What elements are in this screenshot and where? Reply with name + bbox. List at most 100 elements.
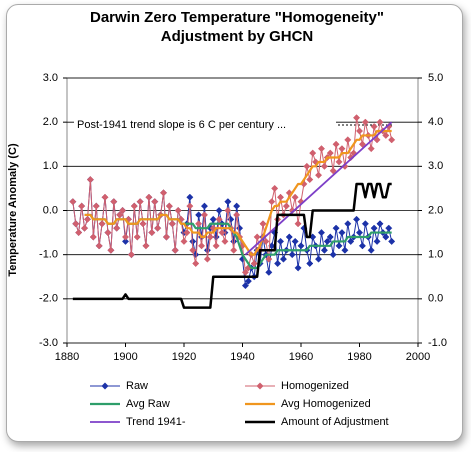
series-line bbox=[84, 129, 392, 256]
data-point bbox=[83, 215, 92, 223]
series-3 bbox=[84, 129, 392, 256]
data-point bbox=[215, 206, 223, 215]
data-point bbox=[291, 237, 299, 245]
x-tick-label: 1940 bbox=[230, 351, 254, 363]
y-tick-label: 1.0 bbox=[43, 160, 58, 172]
data-point bbox=[329, 167, 337, 175]
series-line bbox=[72, 182, 392, 309]
series-0 bbox=[69, 176, 396, 290]
data-point bbox=[168, 220, 176, 228]
data-point bbox=[355, 229, 364, 237]
x-tick-label: 1880 bbox=[55, 351, 79, 363]
data-point bbox=[376, 220, 384, 228]
data-point bbox=[382, 131, 390, 139]
data-point bbox=[317, 145, 326, 153]
data-point bbox=[332, 224, 340, 232]
data-point bbox=[276, 193, 285, 201]
data-point bbox=[121, 233, 130, 241]
data-point bbox=[183, 229, 191, 237]
data-point bbox=[186, 193, 194, 201]
data-point bbox=[370, 123, 378, 131]
data-point bbox=[285, 233, 293, 241]
data-point bbox=[107, 246, 115, 254]
data-point bbox=[329, 251, 337, 259]
data-point bbox=[341, 162, 349, 170]
data-point bbox=[75, 229, 83, 237]
data-point bbox=[121, 237, 130, 245]
data-point bbox=[262, 237, 270, 245]
y-tick-label: -2.0 bbox=[39, 293, 58, 305]
data-point bbox=[332, 140, 340, 148]
data-point bbox=[154, 224, 162, 232]
series-5 bbox=[72, 182, 392, 309]
data-point bbox=[133, 233, 141, 241]
data-point bbox=[241, 282, 249, 290]
data-point bbox=[195, 211, 203, 219]
data-point bbox=[271, 184, 279, 192]
data-point bbox=[367, 246, 375, 254]
annotation-bg bbox=[74, 117, 336, 133]
data-point bbox=[236, 224, 244, 232]
data-point bbox=[344, 220, 352, 228]
legend-label: Raw bbox=[126, 380, 148, 392]
y-tick-label: 2.0 bbox=[43, 116, 58, 128]
data-point bbox=[200, 202, 209, 210]
data-point bbox=[233, 202, 241, 210]
data-point bbox=[388, 136, 396, 144]
data-point bbox=[317, 229, 326, 237]
data-point bbox=[116, 211, 124, 219]
series-4 bbox=[244, 121, 393, 256]
data-point bbox=[127, 251, 135, 259]
y-axis-label: Temperature Anomaly (C) bbox=[7, 143, 19, 277]
data-point bbox=[361, 220, 369, 228]
x-tick-label: 1920 bbox=[172, 351, 196, 363]
data-point bbox=[195, 220, 203, 228]
data-point bbox=[385, 123, 393, 131]
data-point bbox=[388, 237, 396, 245]
data-point bbox=[69, 198, 77, 206]
data-point bbox=[101, 193, 109, 201]
data-point bbox=[353, 114, 361, 122]
data-point bbox=[78, 202, 86, 210]
annotation: Post-1941 trend slope is 6 C per century… bbox=[77, 119, 286, 131]
data-point bbox=[159, 189, 168, 197]
data-point bbox=[151, 198, 159, 206]
data-point bbox=[268, 198, 276, 206]
data-point bbox=[92, 202, 100, 210]
data-point bbox=[276, 237, 285, 245]
data-point bbox=[274, 259, 282, 268]
data-point bbox=[206, 233, 214, 241]
data-point bbox=[98, 220, 106, 228]
data-point bbox=[244, 277, 252, 285]
data-point bbox=[180, 237, 188, 245]
y2-tick-label: -1.0 bbox=[428, 337, 447, 349]
y-tick-label: -3.0 bbox=[39, 337, 58, 349]
data-point bbox=[370, 224, 378, 232]
data-point bbox=[306, 259, 314, 268]
data-point bbox=[282, 202, 290, 210]
data-point bbox=[294, 220, 302, 228]
data-point bbox=[110, 198, 118, 206]
data-point bbox=[212, 242, 220, 250]
data-point bbox=[320, 162, 328, 170]
legend-label: Avg Raw bbox=[126, 398, 170, 410]
data-point bbox=[209, 215, 217, 223]
data-point bbox=[162, 233, 171, 241]
data-point bbox=[215, 215, 223, 223]
legend-marker bbox=[256, 382, 264, 390]
data-point bbox=[171, 246, 179, 254]
data-point bbox=[385, 224, 393, 232]
data-point bbox=[80, 224, 89, 232]
data-point bbox=[294, 264, 302, 272]
data-point bbox=[347, 237, 355, 245]
y2-tick-label: 0.0 bbox=[428, 293, 443, 305]
chart-card bbox=[6, 4, 463, 442]
legend-marker bbox=[101, 382, 109, 390]
data-point bbox=[344, 136, 352, 144]
data-point bbox=[145, 193, 153, 201]
data-point bbox=[265, 255, 273, 263]
data-point bbox=[250, 259, 258, 268]
y-tick-label: -1.0 bbox=[39, 249, 58, 261]
